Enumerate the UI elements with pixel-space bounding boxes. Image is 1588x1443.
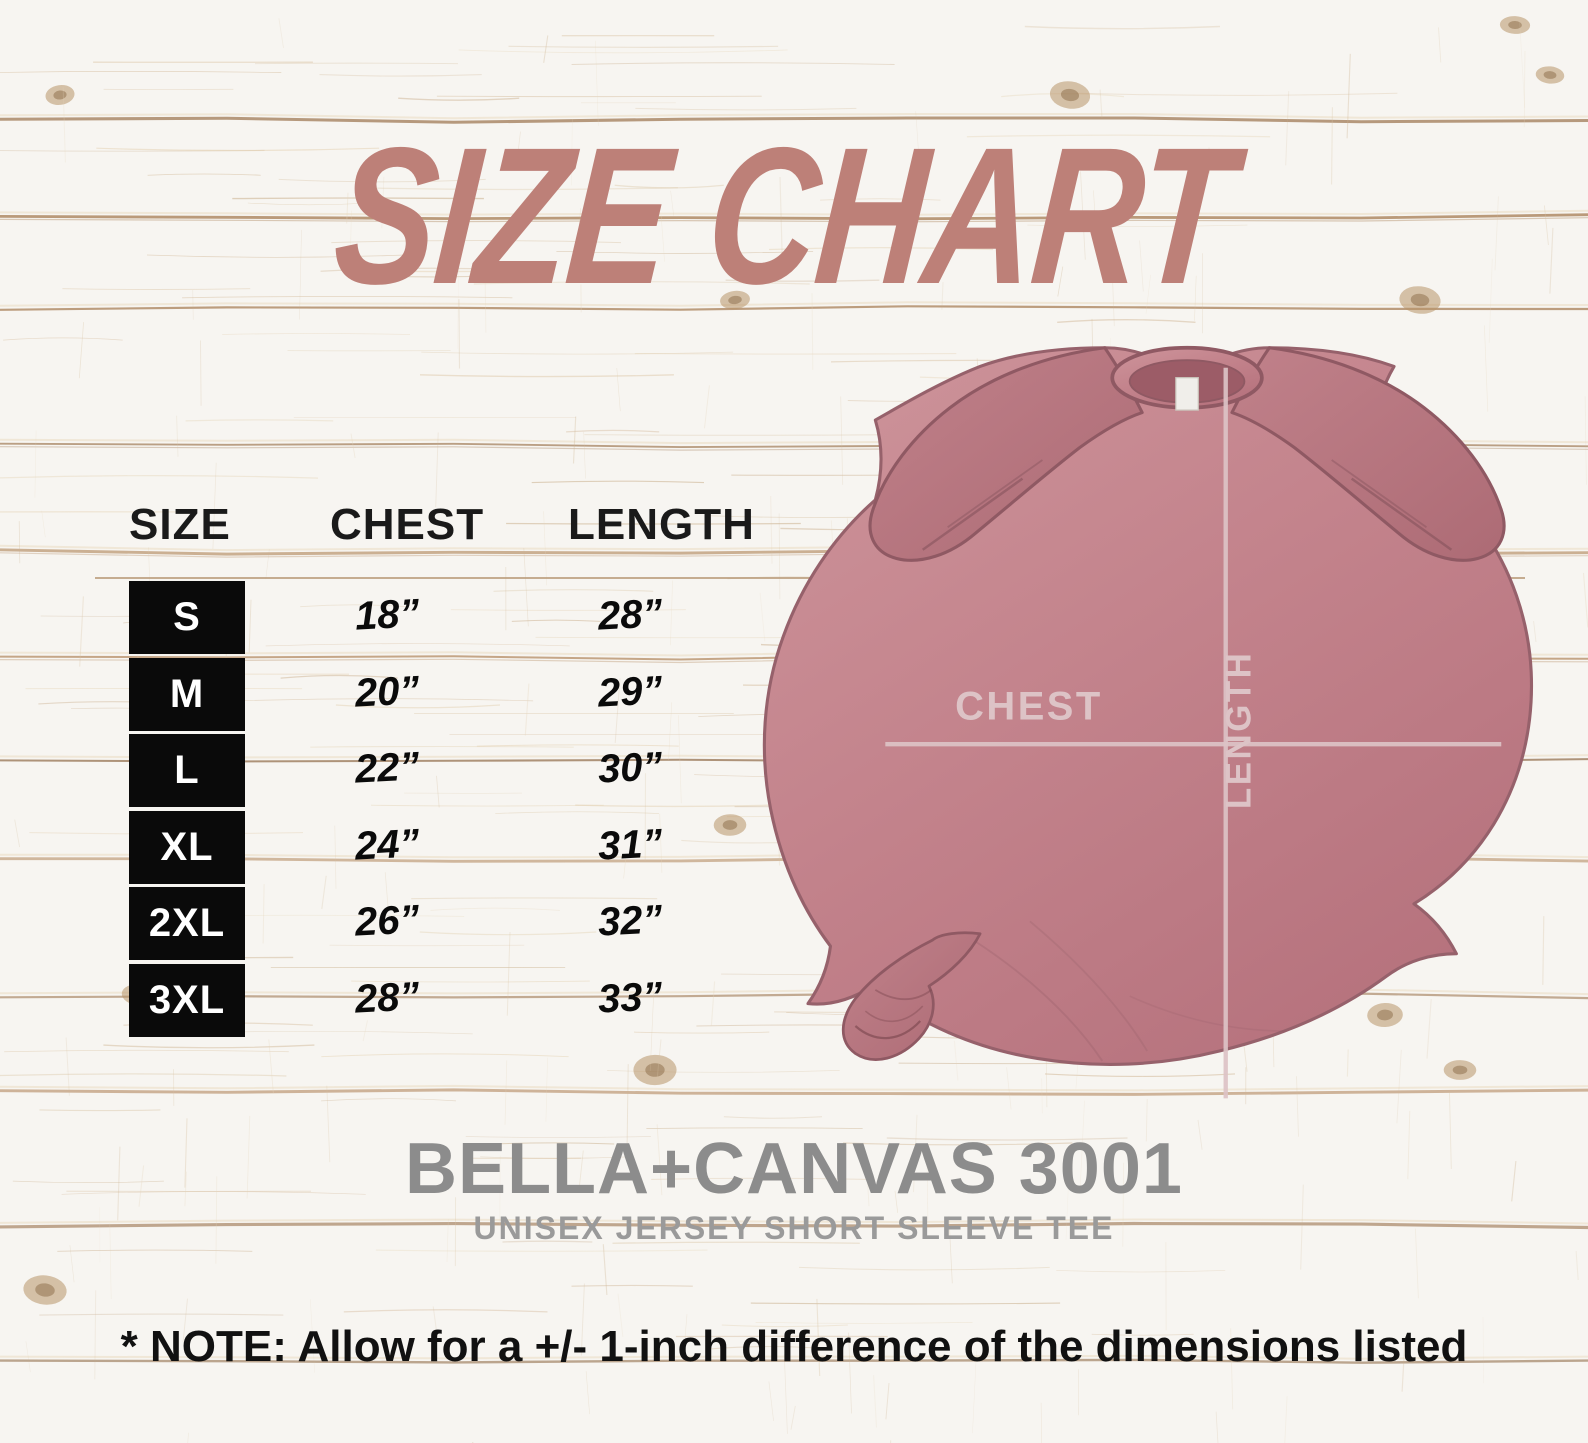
svg-text:CHEST: CHEST bbox=[955, 684, 1103, 728]
svg-text:LENGTH: LENGTH bbox=[1220, 651, 1259, 809]
